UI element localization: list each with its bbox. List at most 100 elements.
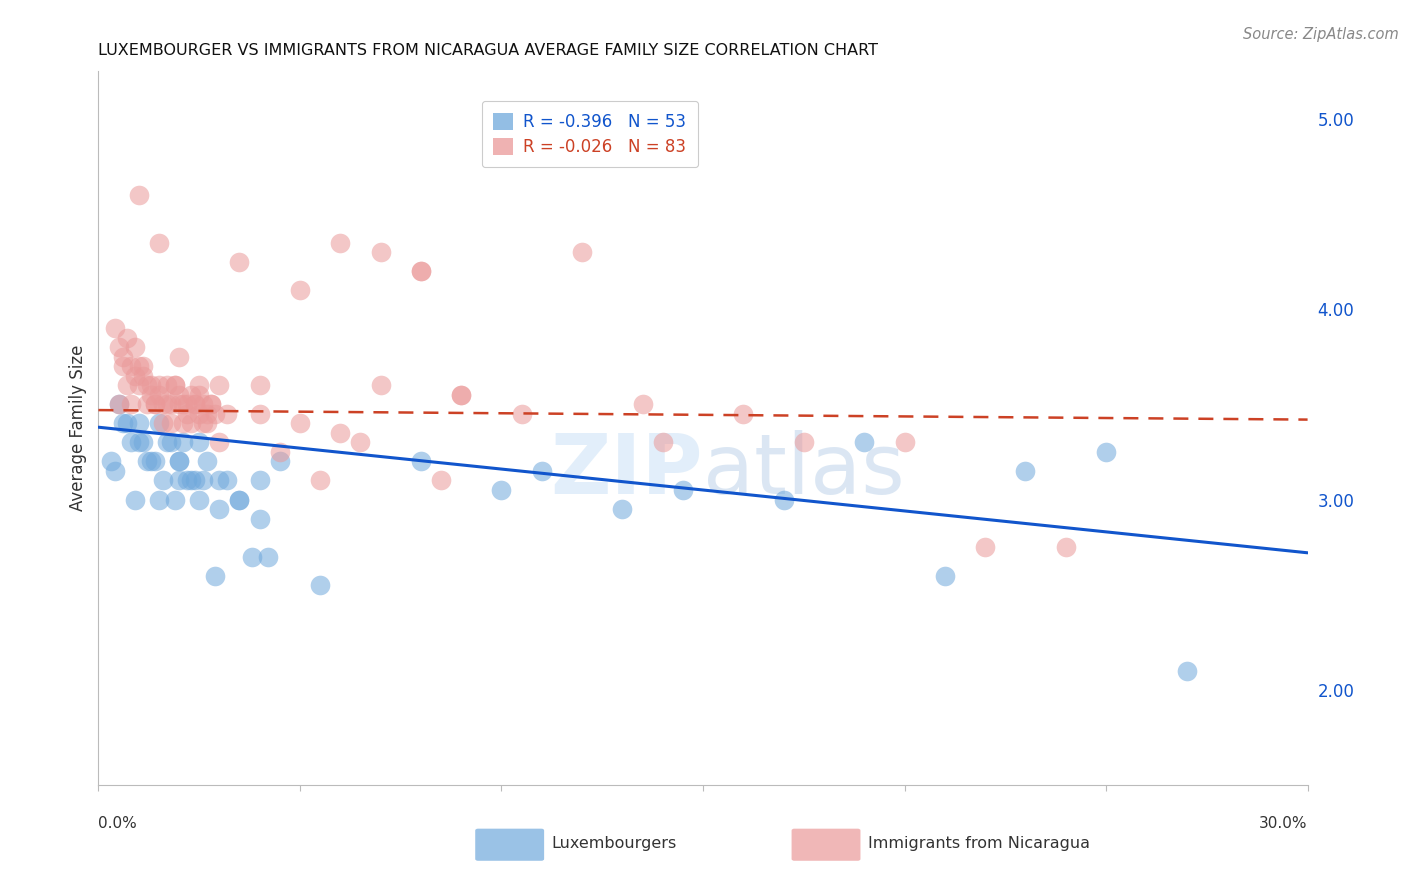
- Point: [156, 435, 179, 450]
- Point: [217, 474, 239, 488]
- Point: [148, 492, 170, 507]
- Point: [120, 397, 142, 411]
- Point: [124, 368, 146, 383]
- Point: [103, 321, 125, 335]
- Point: [143, 454, 166, 468]
- Point: [370, 245, 392, 260]
- Point: [430, 474, 453, 488]
- Point: [172, 435, 194, 450]
- Point: [124, 492, 146, 507]
- Point: [180, 388, 202, 402]
- Point: [139, 454, 162, 468]
- Point: [180, 417, 202, 431]
- Text: Immigrants from Nicaragua: Immigrants from Nicaragua: [868, 837, 1090, 851]
- Point: [100, 454, 122, 468]
- Point: [329, 235, 352, 250]
- Point: [631, 397, 654, 411]
- Point: [115, 378, 138, 392]
- Point: [107, 397, 129, 411]
- Point: [288, 283, 311, 297]
- Point: [793, 435, 815, 450]
- Point: [217, 407, 239, 421]
- Point: [893, 435, 915, 450]
- Point: [180, 474, 202, 488]
- Point: [204, 407, 226, 421]
- Point: [200, 397, 222, 411]
- Point: [228, 254, 250, 268]
- Point: [172, 417, 194, 431]
- Point: [204, 568, 226, 582]
- Point: [200, 397, 222, 411]
- Point: [135, 454, 157, 468]
- Point: [148, 417, 170, 431]
- Point: [167, 454, 190, 468]
- Point: [249, 511, 271, 525]
- Point: [135, 378, 157, 392]
- Point: [1054, 540, 1077, 554]
- Point: [240, 549, 263, 564]
- Point: [111, 359, 134, 374]
- Point: [128, 188, 150, 202]
- Point: [156, 397, 179, 411]
- Point: [139, 378, 162, 392]
- Point: [409, 264, 432, 278]
- Point: [120, 435, 142, 450]
- Point: [152, 474, 174, 488]
- Text: ZIP: ZIP: [551, 431, 703, 511]
- Point: [176, 397, 198, 411]
- Text: Source: ZipAtlas.com: Source: ZipAtlas.com: [1243, 27, 1399, 42]
- Point: [195, 454, 218, 468]
- Point: [188, 388, 211, 402]
- Point: [115, 331, 138, 345]
- Point: [409, 454, 432, 468]
- Point: [370, 378, 392, 392]
- Point: [111, 417, 134, 431]
- Point: [128, 359, 150, 374]
- Point: [172, 397, 194, 411]
- Point: [148, 235, 170, 250]
- Point: [269, 445, 291, 459]
- Point: [176, 474, 198, 488]
- Text: LUXEMBOURGER VS IMMIGRANTS FROM NICARAGUA AVERAGE FAMILY SIZE CORRELATION CHART: LUXEMBOURGER VS IMMIGRANTS FROM NICARAGU…: [98, 43, 879, 58]
- Point: [120, 359, 142, 374]
- Point: [853, 435, 876, 450]
- Point: [208, 435, 231, 450]
- Point: [672, 483, 695, 497]
- Point: [167, 388, 190, 402]
- Point: [491, 483, 513, 497]
- Point: [208, 502, 231, 516]
- Point: [934, 568, 956, 582]
- Point: [132, 368, 155, 383]
- Point: [188, 378, 211, 392]
- Point: [195, 417, 218, 431]
- Point: [176, 407, 198, 421]
- Point: [1095, 445, 1118, 459]
- Point: [160, 417, 183, 431]
- Point: [208, 378, 231, 392]
- Point: [733, 407, 755, 421]
- Point: [148, 378, 170, 392]
- Point: [163, 492, 186, 507]
- Point: [1175, 664, 1198, 678]
- Point: [208, 474, 231, 488]
- Text: 30.0%: 30.0%: [1260, 816, 1308, 831]
- Point: [152, 417, 174, 431]
- Point: [115, 417, 138, 431]
- Point: [193, 417, 215, 431]
- Point: [107, 397, 129, 411]
- Point: [167, 397, 190, 411]
- Point: [309, 578, 332, 592]
- Legend: R = -0.396   N = 53, R = -0.026   N = 83: R = -0.396 N = 53, R = -0.026 N = 83: [482, 101, 697, 168]
- Point: [124, 340, 146, 354]
- Point: [256, 549, 278, 564]
- Point: [167, 350, 190, 364]
- Point: [132, 435, 155, 450]
- Point: [349, 435, 371, 450]
- Point: [249, 378, 271, 392]
- Point: [193, 397, 215, 411]
- Point: [156, 378, 179, 392]
- Point: [309, 474, 332, 488]
- Point: [510, 407, 533, 421]
- Point: [148, 388, 170, 402]
- Point: [107, 340, 129, 354]
